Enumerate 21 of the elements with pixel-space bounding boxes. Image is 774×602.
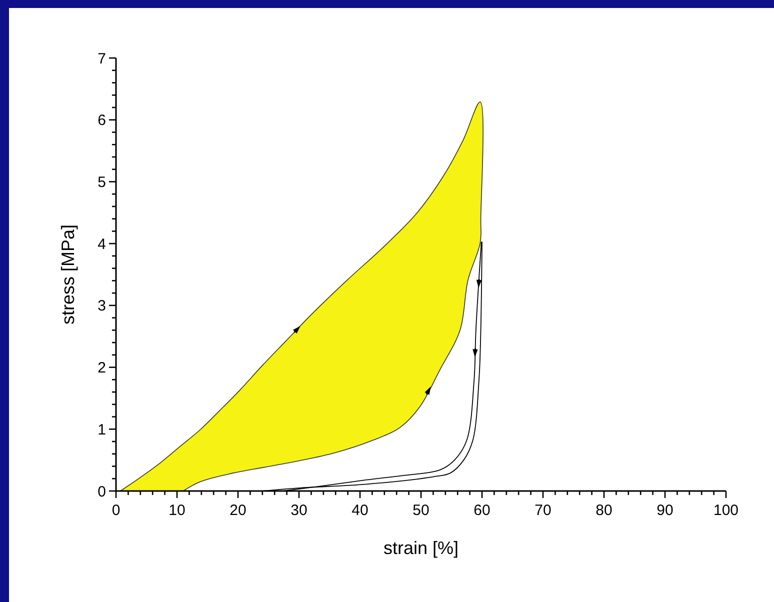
y-tick-label: 1: [98, 421, 106, 438]
y-tick-label: 6: [98, 112, 106, 130]
x-tick-label: 100: [713, 502, 739, 519]
x-tick-label: 70: [534, 502, 552, 519]
y-tick-label: 3: [98, 298, 106, 315]
y-tick-label: 5: [98, 174, 106, 191]
x-axis-title: strain [%]: [383, 538, 459, 558]
y-tick-label: 2: [98, 360, 106, 377]
y-tick-label: 0: [98, 483, 106, 500]
x-tick-label: 0: [112, 502, 120, 519]
x-tick-label: 60: [474, 502, 490, 519]
x-tick-label: 30: [290, 502, 308, 519]
x-tick-label: 90: [656, 502, 674, 519]
y-axis-title: stress [MPa]: [58, 224, 78, 325]
x-tick-label: 40: [352, 502, 368, 519]
x-tick-label: 50: [412, 502, 430, 519]
y-tick-label: 7: [98, 50, 106, 68]
x-tick-label: 10: [168, 502, 186, 519]
x-tick-label: 20: [230, 502, 246, 519]
x-tick-label: 80: [596, 502, 612, 519]
y-tick-label: 4: [98, 236, 106, 253]
